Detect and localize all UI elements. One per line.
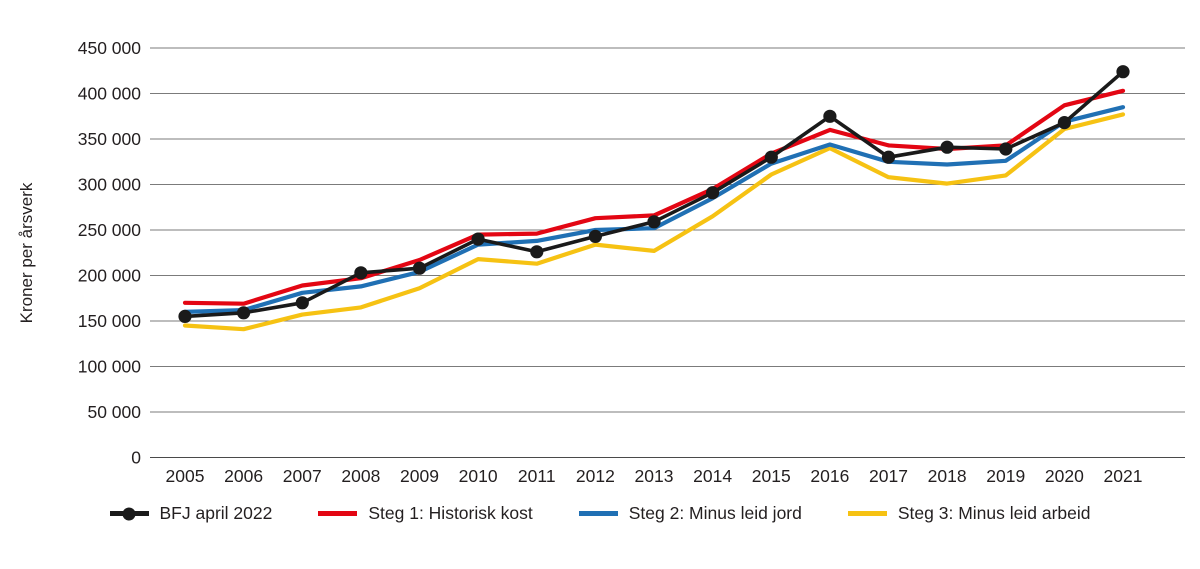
- data-point-marker: [881, 150, 896, 164]
- legend-label-steg1: Steg 1: Historisk kost: [368, 503, 533, 523]
- line-chart: 0 50 000 100 000 150 000 200 000 250 000 300 0…: [17, 38, 1185, 486]
- x-tick-label: 2015: [752, 466, 791, 486]
- x-tick-label: 2017: [869, 466, 908, 486]
- series-steg3: [182, 112, 1126, 332]
- y-axis-tick-labels: 0 50 000 100 000 150 000 200 000 250 000 300 0…: [78, 38, 142, 468]
- legend-swatch-steg1-line-icon: [318, 511, 358, 516]
- y-tick-label: 50 000: [87, 402, 141, 422]
- x-tick-label: 2005: [166, 466, 205, 486]
- legend-item-steg3: Steg 3: Minus leid arbeid: [847, 503, 1091, 524]
- series-bfj-line: [183, 69, 1125, 319]
- series-steg1: [182, 88, 1126, 306]
- legend-item-steg2: Steg 2: Minus leid jord: [578, 503, 802, 524]
- x-tick-label: 2006: [224, 466, 263, 486]
- gridlines: [150, 47, 1185, 458]
- x-tick-label: 2020: [1045, 466, 1084, 486]
- data-point-marker: [237, 306, 251, 320]
- series-steg3-line: [182, 112, 1126, 332]
- legend-swatch-steg2-line-icon: [578, 511, 618, 516]
- x-tick-label: 2011: [518, 466, 556, 486]
- y-tick-label: 150 000: [78, 311, 142, 331]
- y-tick-label: 250 000: [78, 220, 142, 240]
- x-tick-label: 2021: [1104, 466, 1143, 486]
- legend-label-bfj: BFJ april 2022: [159, 503, 273, 523]
- x-tick-label: 2008: [341, 466, 380, 486]
- y-tick-label: 100 000: [78, 357, 142, 377]
- data-point-marker: [412, 261, 427, 275]
- legend-swatch-bfj-line-icon: [109, 507, 149, 520]
- legend-label-steg2: Steg 2: Minus leid jord: [628, 503, 802, 523]
- data-point-marker: [999, 142, 1013, 156]
- data-point-marker: [295, 296, 309, 310]
- x-tick-label: 2010: [459, 466, 498, 486]
- legend-label-steg3: Steg 3: Minus leid arbeid: [897, 503, 1091, 523]
- x-tick-label: 2018: [928, 466, 967, 486]
- x-tick-label: 2009: [400, 466, 439, 486]
- data-point-marker: [178, 309, 192, 323]
- data-point-marker: [1057, 116, 1071, 130]
- y-tick-label: 300 000: [78, 175, 142, 195]
- data-point-marker: [1116, 65, 1130, 79]
- legend-marker-dot-icon: [122, 507, 136, 520]
- data-point-marker: [588, 229, 603, 243]
- y-tick-label: 0: [131, 448, 141, 468]
- data-point-marker: [764, 150, 778, 164]
- x-tick-label: 2016: [810, 466, 849, 486]
- data-point-marker: [706, 186, 720, 200]
- legend-swatch-steg3-line-icon: [847, 511, 887, 516]
- y-tick-label: 400 000: [78, 84, 142, 104]
- y-tick-label: 200 000: [78, 266, 142, 286]
- y-axis-title: Kroner per årsverk: [17, 182, 36, 323]
- x-tick-label: 2019: [986, 466, 1025, 486]
- x-tick-label: 2012: [576, 466, 615, 486]
- x-tick-label: 2007: [283, 466, 322, 486]
- data-point-marker: [647, 215, 661, 229]
- data-point-marker: [823, 109, 837, 123]
- x-tick-label: 2014: [693, 466, 732, 486]
- data-point-marker: [354, 266, 368, 280]
- y-tick-label: 450 000: [78, 38, 142, 58]
- data-point-marker: [471, 232, 485, 246]
- x-tick-label: 2013: [635, 466, 674, 486]
- data-point-marker: [530, 245, 544, 259]
- y-tick-label: 350 000: [78, 129, 142, 149]
- legend-item-steg1: Steg 1: Historisk kost: [318, 503, 533, 524]
- legend-item-bfj-april-2022: BFJ april 2022: [109, 503, 273, 524]
- x-axis-tick-labels: 2005 2006 2007 2008 2009 2010 2011 2012 2013 2014…: [166, 466, 1143, 486]
- data-point-marker: [940, 140, 954, 154]
- series-steg1-line: [182, 88, 1126, 306]
- legend: BFJ april 2022 Steg 1: Historisk kost St…: [0, 503, 1200, 524]
- series-bfj: [178, 65, 1130, 323]
